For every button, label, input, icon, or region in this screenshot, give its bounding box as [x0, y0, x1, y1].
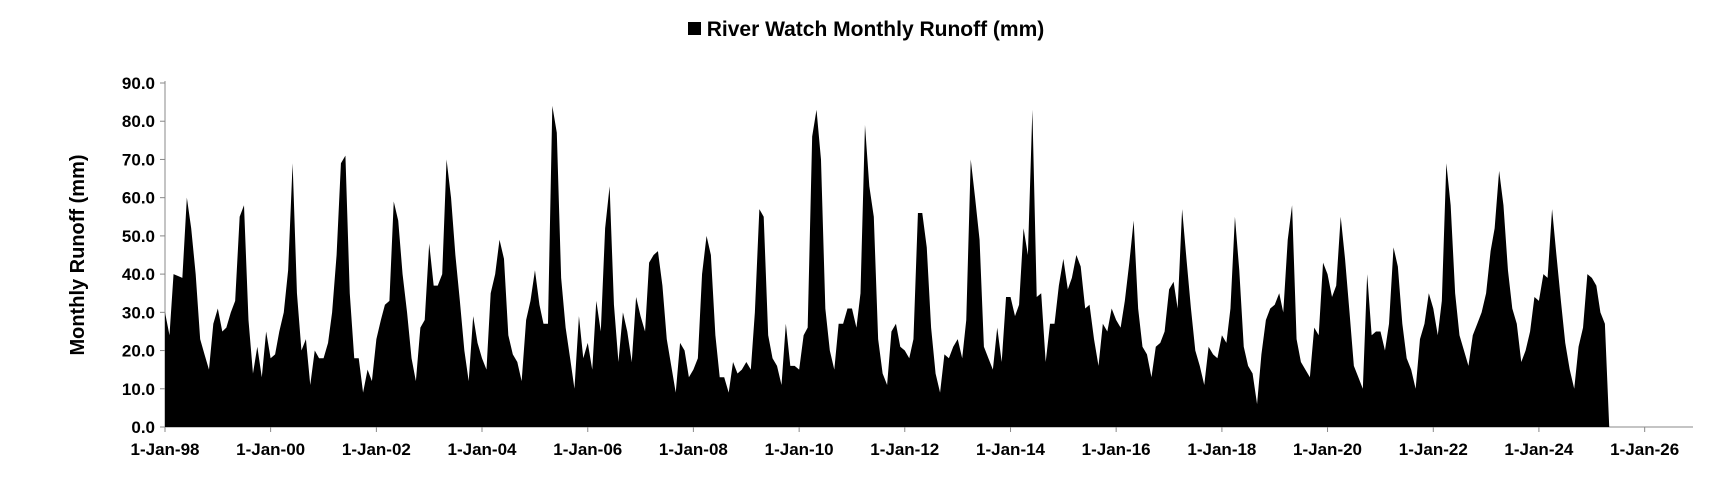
- x-tick-label: 1-Jan-04: [448, 440, 518, 459]
- y-tick-label: 60.0: [122, 189, 155, 208]
- y-axis: 0.0 10.0 20.0 30.0 40.0 50.0 60.0 70.0 80.0 90.0: [122, 74, 166, 437]
- chart-legend: River Watch Monthly Runoff (mm): [0, 18, 1732, 42]
- x-axis: 1-Jan-98 1-Jan-00 1-Jan-02 1-Jan-04 1-Jan-06…: [131, 426, 1693, 459]
- y-tick-label: 30.0: [122, 303, 155, 322]
- y-tick-label: 80.0: [122, 112, 155, 131]
- y-tick-label: 10.0: [122, 380, 155, 399]
- x-tick-label: 1-Jan-98: [131, 440, 200, 459]
- legend-label: River Watch Monthly Runoff (mm): [706, 18, 1045, 41]
- x-tick-label: 1-Jan-00: [236, 440, 305, 459]
- x-tick-label: 1-Jan-22: [1399, 440, 1468, 459]
- y-tick-label: 40.0: [122, 265, 155, 284]
- x-tick-label: 1-Jan-24: [1504, 440, 1574, 459]
- x-tick-label: 1-Jan-20: [1293, 440, 1362, 459]
- y-tick-label: 20.0: [122, 342, 155, 361]
- y-tick-label: 70.0: [122, 150, 155, 169]
- legend-swatch: [687, 22, 701, 35]
- y-tick-label: 0.0: [131, 418, 155, 437]
- x-tick-label: 1-Jan-16: [1082, 440, 1151, 459]
- x-tick-label: 1-Jan-08: [659, 440, 728, 459]
- x-tick-label: 1-Jan-18: [1187, 440, 1256, 459]
- x-tick-label: 1-Jan-10: [765, 440, 834, 459]
- runoff-area: [165, 105, 1610, 428]
- x-tick-label: 1-Jan-14: [976, 440, 1046, 459]
- x-tick-label: 1-Jan-06: [553, 440, 622, 459]
- x-tick-label: 1-Jan-26: [1610, 440, 1679, 459]
- y-axis-title: Monthly Runoff (mm): [67, 154, 89, 355]
- y-tick-label: 50.0: [122, 227, 155, 246]
- x-tick-label: 1-Jan-02: [342, 440, 411, 459]
- x-tick-label: 1-Jan-12: [870, 440, 939, 459]
- y-tick-label: 90.0: [122, 74, 155, 93]
- series-layer: [165, 105, 1610, 428]
